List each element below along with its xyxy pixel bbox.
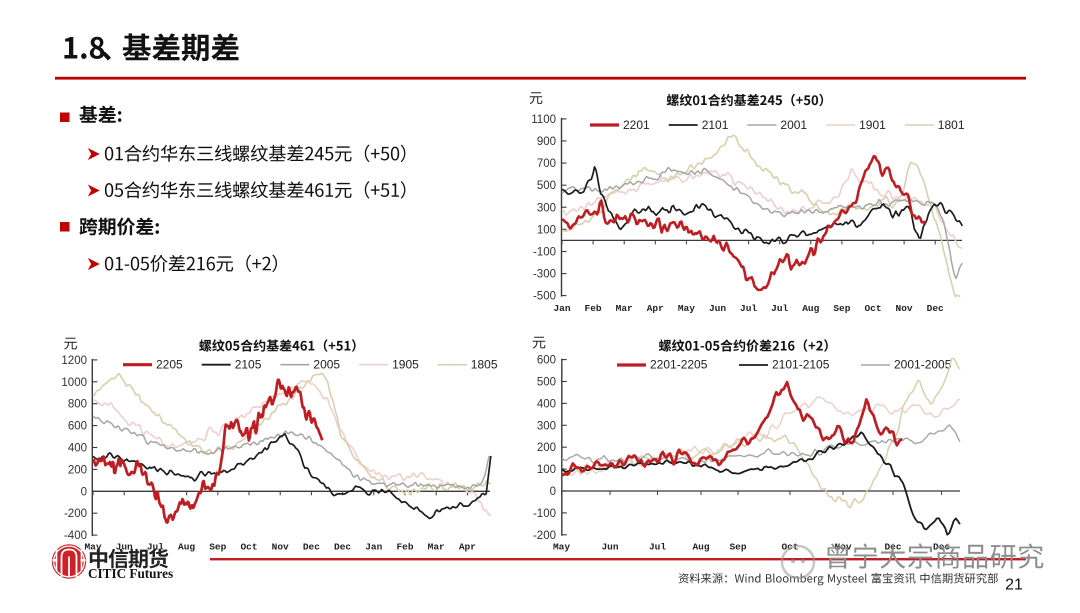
svg-text:Aug: Aug [178, 542, 195, 553]
svg-text:2101: 2101 [702, 118, 729, 132]
svg-text:600: 600 [68, 421, 87, 433]
svg-text:-100: -100 [533, 508, 556, 520]
svg-text:500: 500 [537, 180, 556, 192]
svg-text:400: 400 [537, 398, 556, 410]
svg-text:Oct: Oct [240, 542, 257, 553]
svg-text:Oct: Oct [864, 303, 881, 314]
svg-text:1200: 1200 [61, 355, 87, 367]
svg-text:21: 21 [1005, 577, 1023, 594]
svg-text:400: 400 [68, 443, 87, 455]
svg-text:-400: -400 [64, 530, 87, 542]
svg-text:May: May [84, 542, 101, 553]
svg-text:-500: -500 [533, 291, 556, 303]
svg-text:1805: 1805 [471, 358, 498, 372]
svg-text:600: 600 [537, 355, 556, 367]
svg-text:Dec: Dec [334, 542, 351, 553]
svg-text:Nov: Nov [834, 542, 851, 553]
svg-text:2205: 2205 [156, 358, 183, 372]
svg-text:200: 200 [68, 464, 87, 476]
svg-text:2005: 2005 [313, 358, 340, 372]
svg-text:Mar: Mar [428, 542, 445, 553]
svg-text:Jul: Jul [147, 542, 164, 553]
svg-text:Jan: Jan [365, 542, 382, 553]
svg-text:Feb: Feb [396, 542, 413, 553]
svg-text:-200: -200 [64, 508, 87, 520]
svg-text:Dec: Dec [303, 542, 320, 553]
svg-text:800: 800 [68, 399, 87, 411]
svg-text:2001: 2001 [780, 118, 807, 132]
svg-text:Jun: Jun [116, 542, 133, 553]
svg-text:100: 100 [537, 464, 556, 476]
svg-text:Sep: Sep [833, 303, 850, 314]
svg-text:0: 0 [81, 486, 87, 498]
svg-text:Apr: Apr [647, 303, 664, 314]
svg-text:1901: 1901 [859, 118, 886, 132]
svg-text:Apr: Apr [459, 542, 476, 553]
svg-text:2001-2005: 2001-2005 [894, 358, 952, 372]
svg-text:2105: 2105 [235, 358, 262, 372]
svg-text:1000: 1000 [61, 377, 87, 389]
svg-text:Nov: Nov [272, 542, 289, 553]
svg-text:1100: 1100 [531, 114, 556, 126]
svg-text:Jul: Jul [740, 303, 757, 314]
svg-text:300: 300 [537, 420, 556, 432]
svg-text:-300: -300 [533, 269, 556, 281]
svg-text:Nov: Nov [896, 303, 913, 314]
svg-text:Sep: Sep [729, 542, 746, 553]
svg-text:-200: -200 [533, 530, 556, 542]
svg-text:CITIC Futures: CITIC Futures [88, 566, 173, 581]
svg-text:2101-2105: 2101-2105 [772, 358, 830, 372]
svg-text:Mar: Mar [616, 303, 633, 314]
svg-text:2201-2205: 2201-2205 [650, 358, 708, 372]
svg-text:2201: 2201 [623, 118, 650, 132]
svg-text:700: 700 [537, 158, 556, 170]
svg-text:Jul: Jul [649, 542, 666, 553]
svg-text:Dec: Dec [927, 303, 944, 314]
svg-text:1801: 1801 [938, 118, 965, 132]
svg-text:100: 100 [537, 224, 556, 236]
svg-text:Jan: Jan [553, 303, 570, 314]
svg-text:300: 300 [537, 202, 556, 214]
svg-text:900: 900 [537, 136, 556, 148]
svg-text:Jul: Jul [771, 303, 788, 314]
svg-text:-100: -100 [533, 246, 556, 258]
svg-text:May: May [553, 542, 570, 553]
svg-text:Sep: Sep [209, 542, 226, 553]
svg-text:May: May [678, 303, 695, 314]
svg-text:200: 200 [537, 442, 556, 454]
svg-text:0: 0 [550, 486, 556, 498]
svg-text:Jun: Jun [709, 303, 726, 314]
svg-text:Jun: Jun [601, 542, 618, 553]
svg-text:Feb: Feb [585, 303, 602, 314]
svg-text:500: 500 [537, 377, 556, 389]
svg-text:1905: 1905 [392, 358, 419, 372]
svg-text:Aug: Aug [692, 542, 709, 553]
svg-text:Aug: Aug [802, 303, 819, 314]
